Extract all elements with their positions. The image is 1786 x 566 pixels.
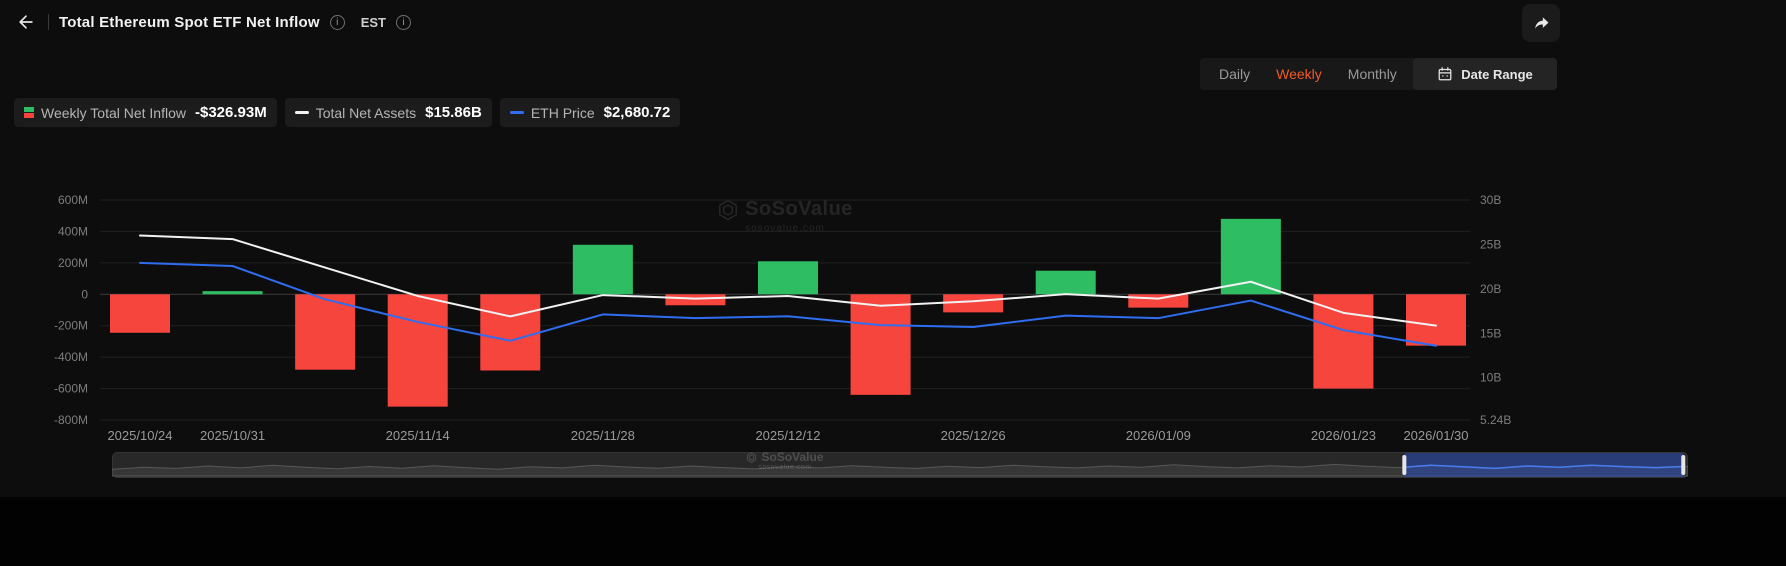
- legend-value: -$326.93M: [195, 104, 267, 121]
- inflow-bar[interactable]: [1313, 294, 1374, 389]
- chart-card: Total Ethereum Spot ETF Net Inflow i EST…: [0, 0, 1786, 497]
- x-axis-date-label: 2026/01/09: [1126, 428, 1191, 443]
- inflow-bars-icon: [24, 107, 34, 118]
- eth-price-line: [139, 261, 1437, 347]
- blue-line-icon: [509, 111, 524, 114]
- share-icon: [1535, 17, 1549, 29]
- left-axis-tick: 400M: [58, 224, 88, 238]
- back-button[interactable]: [14, 10, 38, 34]
- left-axis-tick: 0: [81, 287, 88, 301]
- right-axis-tick: 25B: [1480, 237, 1501, 251]
- right-axis-tick: 15B: [1480, 326, 1501, 340]
- inflow-bar[interactable]: [1406, 294, 1466, 346]
- legend-value: $2,680.72: [603, 104, 671, 121]
- left-axis-tick: -400M: [54, 350, 88, 364]
- x-axis-date-label: 2025/10/24: [107, 428, 172, 443]
- footer-strip: [0, 497, 1786, 566]
- title-info-icon[interactable]: i: [329, 14, 345, 30]
- inflow-bar[interactable]: [850, 294, 911, 395]
- header-divider: [48, 14, 49, 30]
- legend-chip-net-assets[interactable]: Total Net Assets $15.86B: [284, 98, 492, 127]
- legend-label: Total Net Assets: [315, 104, 417, 121]
- left-axis-tick: -600M: [54, 382, 88, 396]
- header: Total Ethereum Spot ETF Net Inflow i EST…: [14, 8, 411, 36]
- inflow-bar[interactable]: [665, 294, 726, 306]
- est-label: EST: [360, 14, 386, 30]
- legend: Weekly Total Net Inflow -$326.93M Total …: [14, 98, 681, 127]
- page-title: Total Ethereum Spot ETF Net Inflow: [59, 13, 320, 31]
- right-axis-tick: 10B: [1480, 371, 1501, 385]
- white-line-icon: [294, 111, 309, 114]
- navigator-handle-right[interactable]: [1681, 455, 1686, 475]
- x-axis-date-label: 2026/01/23: [1311, 428, 1376, 443]
- inflow-bar[interactable]: [480, 294, 541, 371]
- left-axis-tick: -200M: [54, 319, 88, 333]
- tab-daily[interactable]: Daily: [1206, 58, 1263, 90]
- inflow-bar[interactable]: [1035, 270, 1096, 295]
- legend-value: $15.86B: [425, 104, 482, 121]
- est-info-icon[interactable]: i: [395, 14, 411, 30]
- period-tabs: Daily Weekly Monthly: [1200, 58, 1416, 90]
- left-axis-tick: 600M: [58, 193, 88, 207]
- inflow-bar[interactable]: [110, 294, 170, 333]
- navigator-selected-series: [1404, 464, 1684, 470]
- legend-chip-eth-price[interactable]: ETH Price $2,680.72: [499, 98, 681, 127]
- x-axis-date-label: 2025/12/26: [941, 428, 1006, 443]
- legend-label: ETH Price: [530, 104, 595, 121]
- inflow-bar[interactable]: [572, 244, 633, 295]
- tab-monthly[interactable]: Monthly: [1335, 58, 1410, 90]
- right-axis-tick: 5.24B: [1480, 413, 1511, 427]
- date-range-label: Date Range: [1461, 66, 1533, 82]
- net-assets-line: [139, 234, 1437, 327]
- inflow-bar[interactable]: [387, 294, 448, 407]
- x-axis-date-label: 2025/11/28: [571, 428, 635, 443]
- inflow-bar[interactable]: [758, 261, 818, 295]
- right-axis-tick: 20B: [1480, 282, 1501, 296]
- navigator-handle-left[interactable]: [1402, 455, 1407, 475]
- calendar-icon: [1438, 67, 1452, 81]
- arrow-left-icon: [19, 15, 33, 29]
- inflow-bar[interactable]: [1128, 294, 1189, 308]
- inflow-bar[interactable]: [202, 291, 263, 295]
- legend-chip-net-inflow[interactable]: Weekly Total Net Inflow -$326.93M: [14, 98, 277, 127]
- tab-weekly[interactable]: Weekly: [1263, 58, 1335, 90]
- date-range-button[interactable]: Date Range: [1413, 58, 1557, 90]
- inflow-bar[interactable]: [295, 294, 356, 370]
- left-axis-tick: -800M: [54, 413, 88, 427]
- inflow-bar[interactable]: [943, 294, 1004, 313]
- navigator-chart[interactable]: [112, 452, 1688, 478]
- x-axis-date-label: 2026/01/30: [1403, 428, 1468, 443]
- inflow-bar[interactable]: [1220, 218, 1281, 295]
- x-axis-date-label: 2025/10/31: [200, 428, 265, 443]
- x-axis-date-label: 2025/12/12: [755, 428, 820, 443]
- left-axis-tick: 200M: [58, 256, 88, 270]
- navigator-selection[interactable]: [1404, 453, 1684, 477]
- main-chart[interactable]: 600M 400M 200M 0 -200M -400M -600M -800M 30B 25B 2…: [0, 188, 1786, 450]
- x-axis-date-label: 2025/11/14: [386, 428, 450, 443]
- legend-label: Weekly Total Net Inflow: [41, 104, 186, 121]
- share-button[interactable]: [1522, 4, 1560, 42]
- right-axis-tick: 30B: [1480, 193, 1501, 207]
